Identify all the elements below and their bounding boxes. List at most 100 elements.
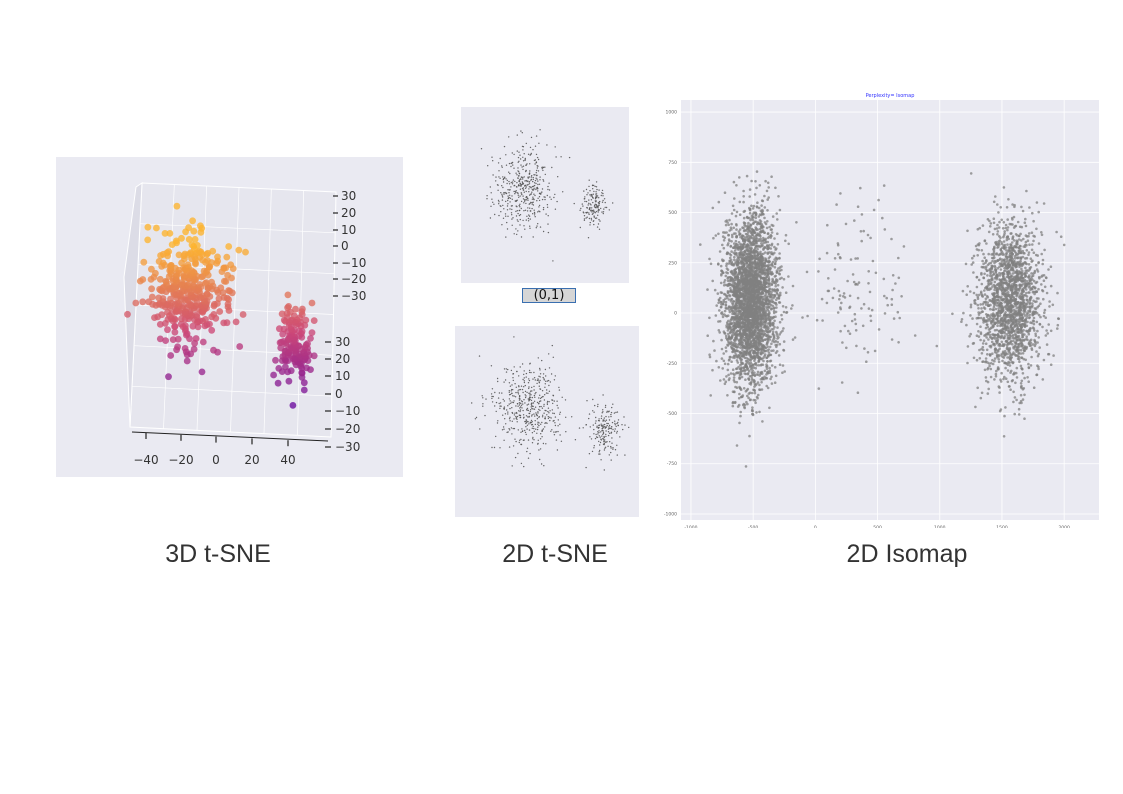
data-point [588, 185, 590, 188]
data-point [745, 252, 749, 256]
data-point [594, 437, 597, 440]
data-point [608, 209, 610, 211]
data-point [514, 456, 517, 459]
data-point [596, 226, 599, 228]
data-point [525, 422, 528, 424]
data-point [552, 395, 555, 397]
data-point [765, 363, 768, 366]
data-point [549, 410, 551, 412]
data-point [506, 409, 508, 411]
data-point [495, 401, 498, 404]
data-point [528, 387, 530, 390]
data-point [745, 342, 749, 346]
data-point [524, 431, 527, 434]
data-point [547, 407, 550, 409]
data-point [606, 410, 608, 412]
y-tick-label-lower: −20 [335, 422, 360, 436]
data-point [549, 419, 551, 422]
data-point [614, 420, 616, 422]
data-point [610, 431, 613, 433]
data-point [588, 417, 590, 420]
data-point [543, 378, 545, 380]
data-point [145, 298, 153, 306]
data-point [546, 402, 548, 404]
data-point [759, 274, 762, 277]
data-point [715, 304, 718, 307]
data-point [602, 433, 604, 436]
data-point [513, 427, 516, 430]
data-point [521, 428, 523, 430]
data-point [593, 190, 595, 193]
data-point [742, 189, 745, 193]
data-point [764, 241, 767, 244]
data-point [781, 364, 785, 367]
data-point [547, 188, 549, 191]
data-point [532, 189, 534, 191]
data-point [484, 414, 486, 417]
data-point [524, 429, 526, 432]
data-point [741, 348, 744, 352]
data-point [523, 377, 525, 379]
data-point [616, 411, 619, 413]
data-point [770, 293, 773, 296]
z-tick-label-upper: 30 [341, 189, 356, 203]
data-point [519, 218, 521, 221]
data-point [514, 383, 516, 385]
data-point [534, 420, 536, 422]
data-point [761, 376, 764, 380]
data-point [765, 367, 769, 371]
data-point [769, 236, 772, 239]
data-point [706, 288, 709, 291]
data-point [544, 196, 546, 198]
data-point [596, 425, 598, 427]
data-point [512, 379, 514, 382]
data-point [734, 312, 738, 315]
data-point [738, 176, 741, 179]
data-point [590, 199, 593, 201]
data-point [539, 379, 541, 382]
data-point [733, 333, 737, 336]
data-point [511, 214, 513, 216]
data-point [515, 210, 517, 213]
data-point [518, 160, 520, 162]
data-point [519, 366, 521, 368]
data-point [302, 316, 310, 324]
data-point [730, 222, 733, 226]
data-point [537, 378, 539, 380]
data-point [144, 223, 152, 231]
y-tick-label-lower: 10 [335, 369, 350, 383]
data-point [527, 207, 529, 209]
data-point [598, 435, 600, 437]
data-point [525, 376, 527, 378]
data-point [489, 217, 492, 219]
data-point [547, 231, 550, 234]
data-point [155, 294, 163, 302]
data-point [777, 354, 781, 357]
data-point [750, 179, 753, 183]
data-point [538, 397, 540, 399]
data-point [511, 218, 513, 220]
data-point [776, 340, 779, 344]
data-point [162, 277, 170, 285]
data-point [503, 145, 506, 148]
data-point [533, 184, 536, 187]
data-point [520, 200, 523, 203]
data-point [746, 372, 750, 375]
data-point [175, 251, 183, 259]
data-point [278, 310, 286, 318]
data-point [780, 318, 784, 321]
data-point [731, 235, 734, 239]
data-point [599, 220, 601, 222]
data-point [537, 426, 539, 428]
data-point [517, 405, 519, 407]
data-point [505, 423, 507, 425]
data-point [520, 385, 523, 387]
data-point [560, 156, 562, 158]
data-point [524, 384, 526, 387]
data-point [746, 357, 750, 361]
data-point [730, 270, 733, 274]
data-point [499, 157, 501, 160]
data-point [300, 379, 308, 387]
data-point [536, 167, 539, 169]
data-point [532, 201, 534, 203]
